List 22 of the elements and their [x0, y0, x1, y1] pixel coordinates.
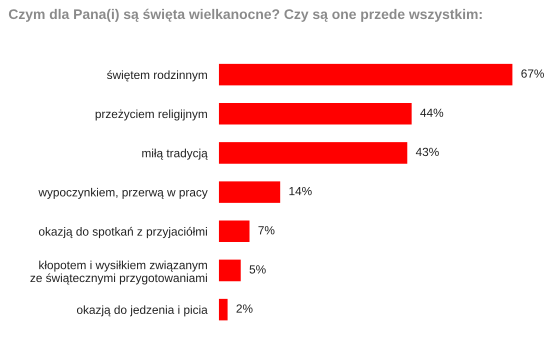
- data-label: 43%: [416, 148, 439, 156]
- y-tick-label: okazją do spotkań z przyjaciółmi: [38, 226, 207, 238]
- data-label: 67%: [521, 69, 544, 78]
- bar: [218, 142, 408, 164]
- bar: [218, 220, 250, 242]
- bar: [218, 102, 412, 125]
- bar: [218, 260, 241, 282]
- data-label: 14%: [289, 186, 312, 196]
- chart-title: Czym dla Pana(i) są święta wielkanocne? Czy są one przede wszystkim:: [8, 8, 482, 22]
- y-tick-label: przeżyciem religijnym: [96, 109, 207, 120]
- bar: [218, 181, 280, 203]
- y-tick-label: wypoczynkiem, przerwą w pracy: [38, 188, 208, 199]
- data-label: 44%: [420, 108, 444, 117]
- data-label: 5%: [250, 265, 266, 274]
- data-label: 7%: [258, 226, 274, 234]
- data-label: 2%: [236, 304, 253, 313]
- y-tick-label: miłą tradycją: [142, 148, 208, 160]
- bar: [218, 298, 228, 320]
- bar: [218, 64, 512, 86]
- y-tick-label: kłopotem i wysiłkiem związanym ze świątecznymi przygotowaniami: [30, 260, 207, 284]
- y-tick-label: okazją do jedzenia i picia: [76, 305, 208, 316]
- y-tick-label: świętem rodzinnym: [107, 70, 207, 82]
